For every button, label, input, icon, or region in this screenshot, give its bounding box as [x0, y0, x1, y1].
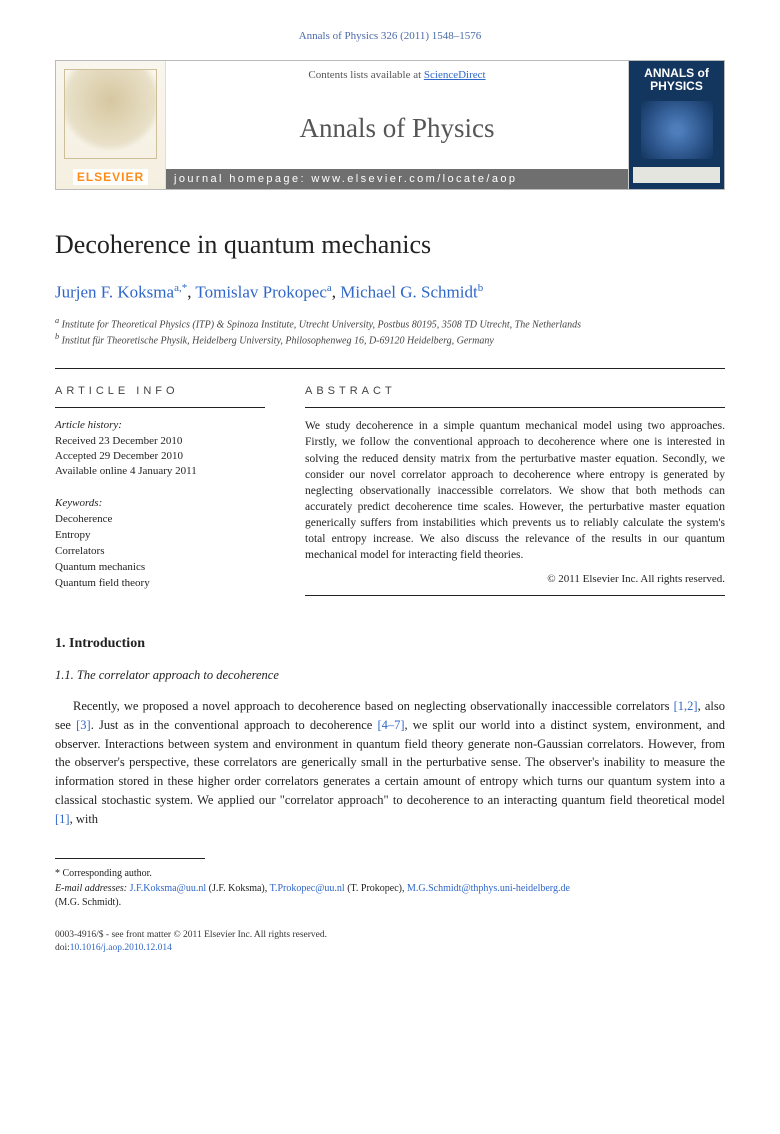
divider — [305, 595, 725, 596]
affil-sup: b — [478, 282, 484, 294]
email-link[interactable]: J.F.Koksma@uu.nl — [130, 883, 206, 894]
email-link[interactable]: T.Prokopec@uu.nl — [270, 883, 345, 894]
cover-title: ANNALS of PHYSICS — [633, 67, 720, 93]
copyright-line: © 2011 Elsevier Inc. All rights reserved… — [305, 573, 725, 585]
history-online: Available online 4 January 2011 — [55, 464, 265, 479]
text-run: . Just as in the conventional approach t… — [91, 718, 378, 732]
footnote-rule — [55, 858, 205, 859]
article-info-column: ARTICLE INFO Article history: Received 2… — [55, 385, 265, 606]
citation-link[interactable]: [1,2] — [674, 699, 698, 713]
article-title: Decoherence in quantum mechanics — [55, 230, 725, 260]
divider — [305, 407, 725, 408]
author-list: Jurjen F. Koksmaa,*, Tomislav Prokopeca,… — [55, 282, 725, 303]
author-link[interactable]: Jurjen F. Koksma — [55, 283, 174, 302]
text-run: , with — [70, 812, 98, 826]
body-paragraph: Recently, we proposed a novel approach t… — [55, 697, 725, 828]
email-line: E-mail addresses: J.F.Koksma@uu.nl (J.F.… — [55, 882, 725, 911]
abstract-column: ABSTRACT We study decoherence in a simpl… — [305, 385, 725, 606]
footnotes: * Corresponding author. E-mail addresses… — [55, 867, 725, 911]
history-label: Article history: — [55, 418, 265, 433]
masthead-center: Contents lists available at ScienceDirec… — [166, 61, 628, 189]
citation-link[interactable]: [4–7] — [377, 718, 404, 732]
keyword: Entropy — [55, 528, 265, 544]
doi-link[interactable]: 10.1016/j.aop.2010.12.014 — [70, 943, 172, 953]
bottom-meta: 0003-4916/$ - see front matter © 2011 El… — [55, 929, 725, 956]
doi-label: doi: — [55, 943, 70, 953]
text-run: (M.G. Schmidt). — [55, 897, 121, 908]
keyword: Correlators — [55, 544, 265, 560]
journal-cover-thumb: ANNALS of PHYSICS — [628, 61, 724, 189]
author-link[interactable]: Tomislav Prokopec — [195, 283, 326, 302]
doi-line: doi:10.1016/j.aop.2010.12.014 — [55, 942, 725, 955]
corresponding-star-link[interactable]: * — [182, 282, 188, 294]
text-run: Recently, we proposed a novel approach t… — [73, 699, 674, 713]
issn-line: 0003-4916/$ - see front matter © 2011 El… — [55, 929, 725, 942]
elsevier-tree-icon — [64, 69, 157, 159]
keyword: Quantum mechanics — [55, 560, 265, 576]
journal-masthead: ELSEVIER Contents lists available at Sci… — [55, 60, 725, 190]
affil-sup: a — [327, 282, 332, 294]
corresponding-note: * Corresponding author. — [55, 867, 725, 882]
subsection-heading: 1.1. The correlator approach to decohere… — [55, 668, 725, 683]
keyword: Decoherence — [55, 512, 265, 528]
affiliation-b: b Institut für Theoretische Physik, Heid… — [55, 331, 725, 348]
keyword: Quantum field theory — [55, 576, 265, 592]
abstract-heading: ABSTRACT — [305, 385, 725, 397]
cover-graphic-icon — [641, 101, 713, 159]
article-info-heading: ARTICLE INFO — [55, 385, 265, 397]
contents-prefix: Contents lists available at — [308, 69, 423, 81]
publisher-name: ELSEVIER — [73, 169, 148, 185]
history-accepted: Accepted 29 December 2010 — [55, 449, 265, 464]
sciencedirect-link[interactable]: ScienceDirect — [424, 69, 486, 81]
running-citation: Annals of Physics 326 (2011) 1548–1576 — [55, 30, 725, 42]
section-heading: 1. Introduction — [55, 636, 725, 652]
email-link[interactable]: M.G.Schmidt@thphys.uni-heidelberg.de — [407, 883, 570, 894]
author-link[interactable]: Michael G. Schmidt — [340, 283, 477, 302]
affil-sup: a, — [174, 282, 182, 294]
affiliation-a: a Institute for Theoretical Physics (ITP… — [55, 315, 725, 332]
journal-name: Annals of Physics — [300, 113, 495, 144]
history-received: Received 23 December 2010 — [55, 434, 265, 449]
citation-link[interactable]: [3] — [76, 718, 91, 732]
text-run: (J.F. Koksma), — [206, 883, 269, 894]
affiliations: a Institute for Theoretical Physics (ITP… — [55, 315, 725, 349]
divider — [55, 407, 265, 408]
cover-footer-strip — [633, 167, 720, 183]
contents-line: Contents lists available at ScienceDirec… — [308, 69, 485, 81]
publisher-logo-panel: ELSEVIER — [56, 61, 166, 189]
citation-link[interactable]: [1] — [55, 812, 70, 826]
abstract-text: We study decoherence in a simple quantum… — [305, 418, 725, 563]
keywords-label: Keywords: — [55, 496, 265, 512]
text-run: (T. Prokopec), — [345, 883, 407, 894]
journal-homepage-bar[interactable]: journal homepage: www.elsevier.com/locat… — [166, 169, 628, 189]
email-label: E-mail addresses: — [55, 883, 127, 894]
